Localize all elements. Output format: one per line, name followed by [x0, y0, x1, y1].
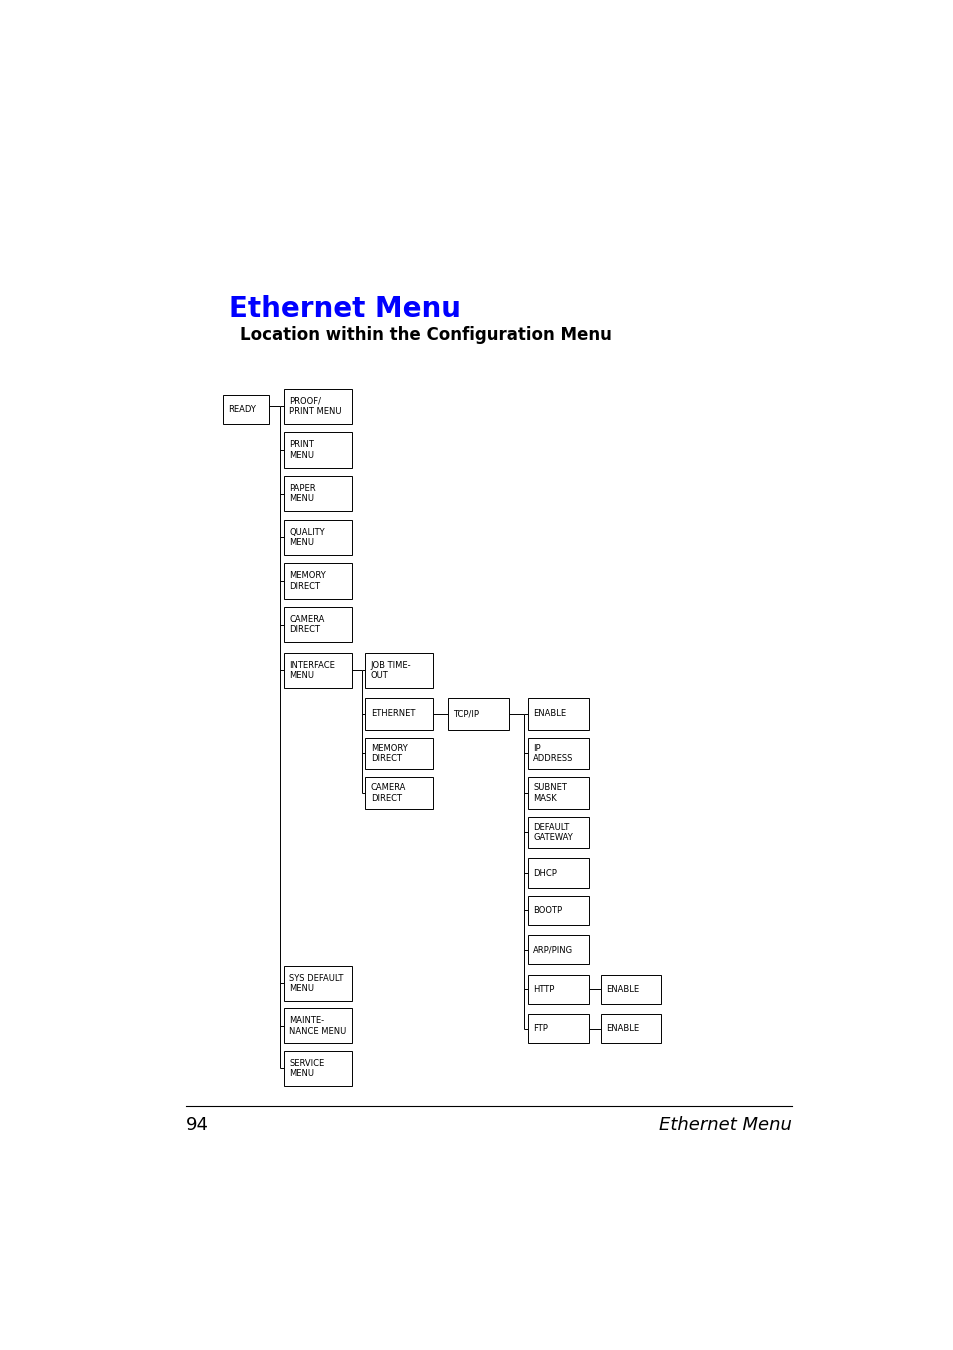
FancyBboxPatch shape	[365, 698, 433, 729]
Text: Location within the Configuration Menu: Location within the Configuration Menu	[239, 325, 611, 344]
Text: TCP/IP: TCP/IP	[453, 710, 479, 718]
Text: ETHERNET: ETHERNET	[370, 710, 415, 718]
FancyBboxPatch shape	[528, 738, 588, 769]
Text: Ethernet Menu: Ethernet Menu	[659, 1116, 791, 1134]
Text: CAMERA
DIRECT: CAMERA DIRECT	[289, 614, 324, 634]
Text: FTP: FTP	[533, 1025, 548, 1034]
Text: PRINT
MENU: PRINT MENU	[289, 440, 314, 459]
Text: ENABLE: ENABLE	[605, 1025, 639, 1034]
FancyBboxPatch shape	[528, 896, 588, 925]
FancyBboxPatch shape	[528, 936, 588, 964]
FancyBboxPatch shape	[528, 859, 588, 887]
FancyBboxPatch shape	[284, 520, 352, 555]
FancyBboxPatch shape	[284, 432, 352, 467]
FancyBboxPatch shape	[365, 652, 433, 688]
FancyBboxPatch shape	[284, 389, 352, 424]
Text: INTERFACE
MENU: INTERFACE MENU	[289, 660, 335, 680]
Text: SERVICE
MENU: SERVICE MENU	[289, 1058, 324, 1079]
Text: SYS DEFAULT
MENU: SYS DEFAULT MENU	[289, 973, 343, 992]
Text: MEMORY
DIRECT: MEMORY DIRECT	[370, 744, 407, 763]
FancyBboxPatch shape	[284, 965, 352, 1000]
Text: DHCP: DHCP	[533, 868, 557, 878]
FancyBboxPatch shape	[528, 817, 588, 848]
Text: READY: READY	[228, 405, 255, 414]
FancyBboxPatch shape	[284, 608, 352, 643]
FancyBboxPatch shape	[284, 563, 352, 598]
Text: JOB TIME-
OUT: JOB TIME- OUT	[370, 660, 411, 680]
FancyBboxPatch shape	[284, 652, 352, 688]
Text: SUBNET
MASK: SUBNET MASK	[533, 783, 567, 803]
FancyBboxPatch shape	[528, 698, 588, 729]
Text: Ethernet Menu: Ethernet Menu	[229, 296, 460, 323]
Text: 94: 94	[186, 1116, 209, 1134]
FancyBboxPatch shape	[365, 778, 433, 809]
Text: MEMORY
DIRECT: MEMORY DIRECT	[289, 571, 326, 590]
Text: PROOF/
PRINT MENU: PROOF/ PRINT MENU	[289, 397, 341, 416]
Text: HTTP: HTTP	[533, 986, 554, 994]
Text: IP
ADDRESS: IP ADDRESS	[533, 744, 573, 763]
FancyBboxPatch shape	[600, 975, 660, 1004]
Text: PAPER
MENU: PAPER MENU	[289, 483, 315, 504]
Text: QUALITY
MENU: QUALITY MENU	[289, 528, 325, 547]
Text: ENABLE: ENABLE	[605, 986, 639, 994]
FancyBboxPatch shape	[284, 1008, 352, 1044]
FancyBboxPatch shape	[600, 1014, 660, 1044]
FancyBboxPatch shape	[528, 1014, 588, 1044]
Text: ENABLE: ENABLE	[533, 710, 566, 718]
Text: CAMERA
DIRECT: CAMERA DIRECT	[370, 783, 406, 803]
Text: BOOTP: BOOTP	[533, 906, 562, 915]
Text: MAINTE-
NANCE MENU: MAINTE- NANCE MENU	[289, 1017, 346, 1035]
FancyBboxPatch shape	[284, 477, 352, 512]
FancyBboxPatch shape	[528, 778, 588, 809]
FancyBboxPatch shape	[365, 738, 433, 769]
Text: ARP/PING: ARP/PING	[533, 945, 573, 954]
Text: DEFAULT
GATEWAY: DEFAULT GATEWAY	[533, 822, 573, 842]
FancyBboxPatch shape	[528, 975, 588, 1004]
FancyBboxPatch shape	[448, 698, 508, 729]
FancyBboxPatch shape	[222, 394, 269, 424]
FancyBboxPatch shape	[284, 1050, 352, 1087]
